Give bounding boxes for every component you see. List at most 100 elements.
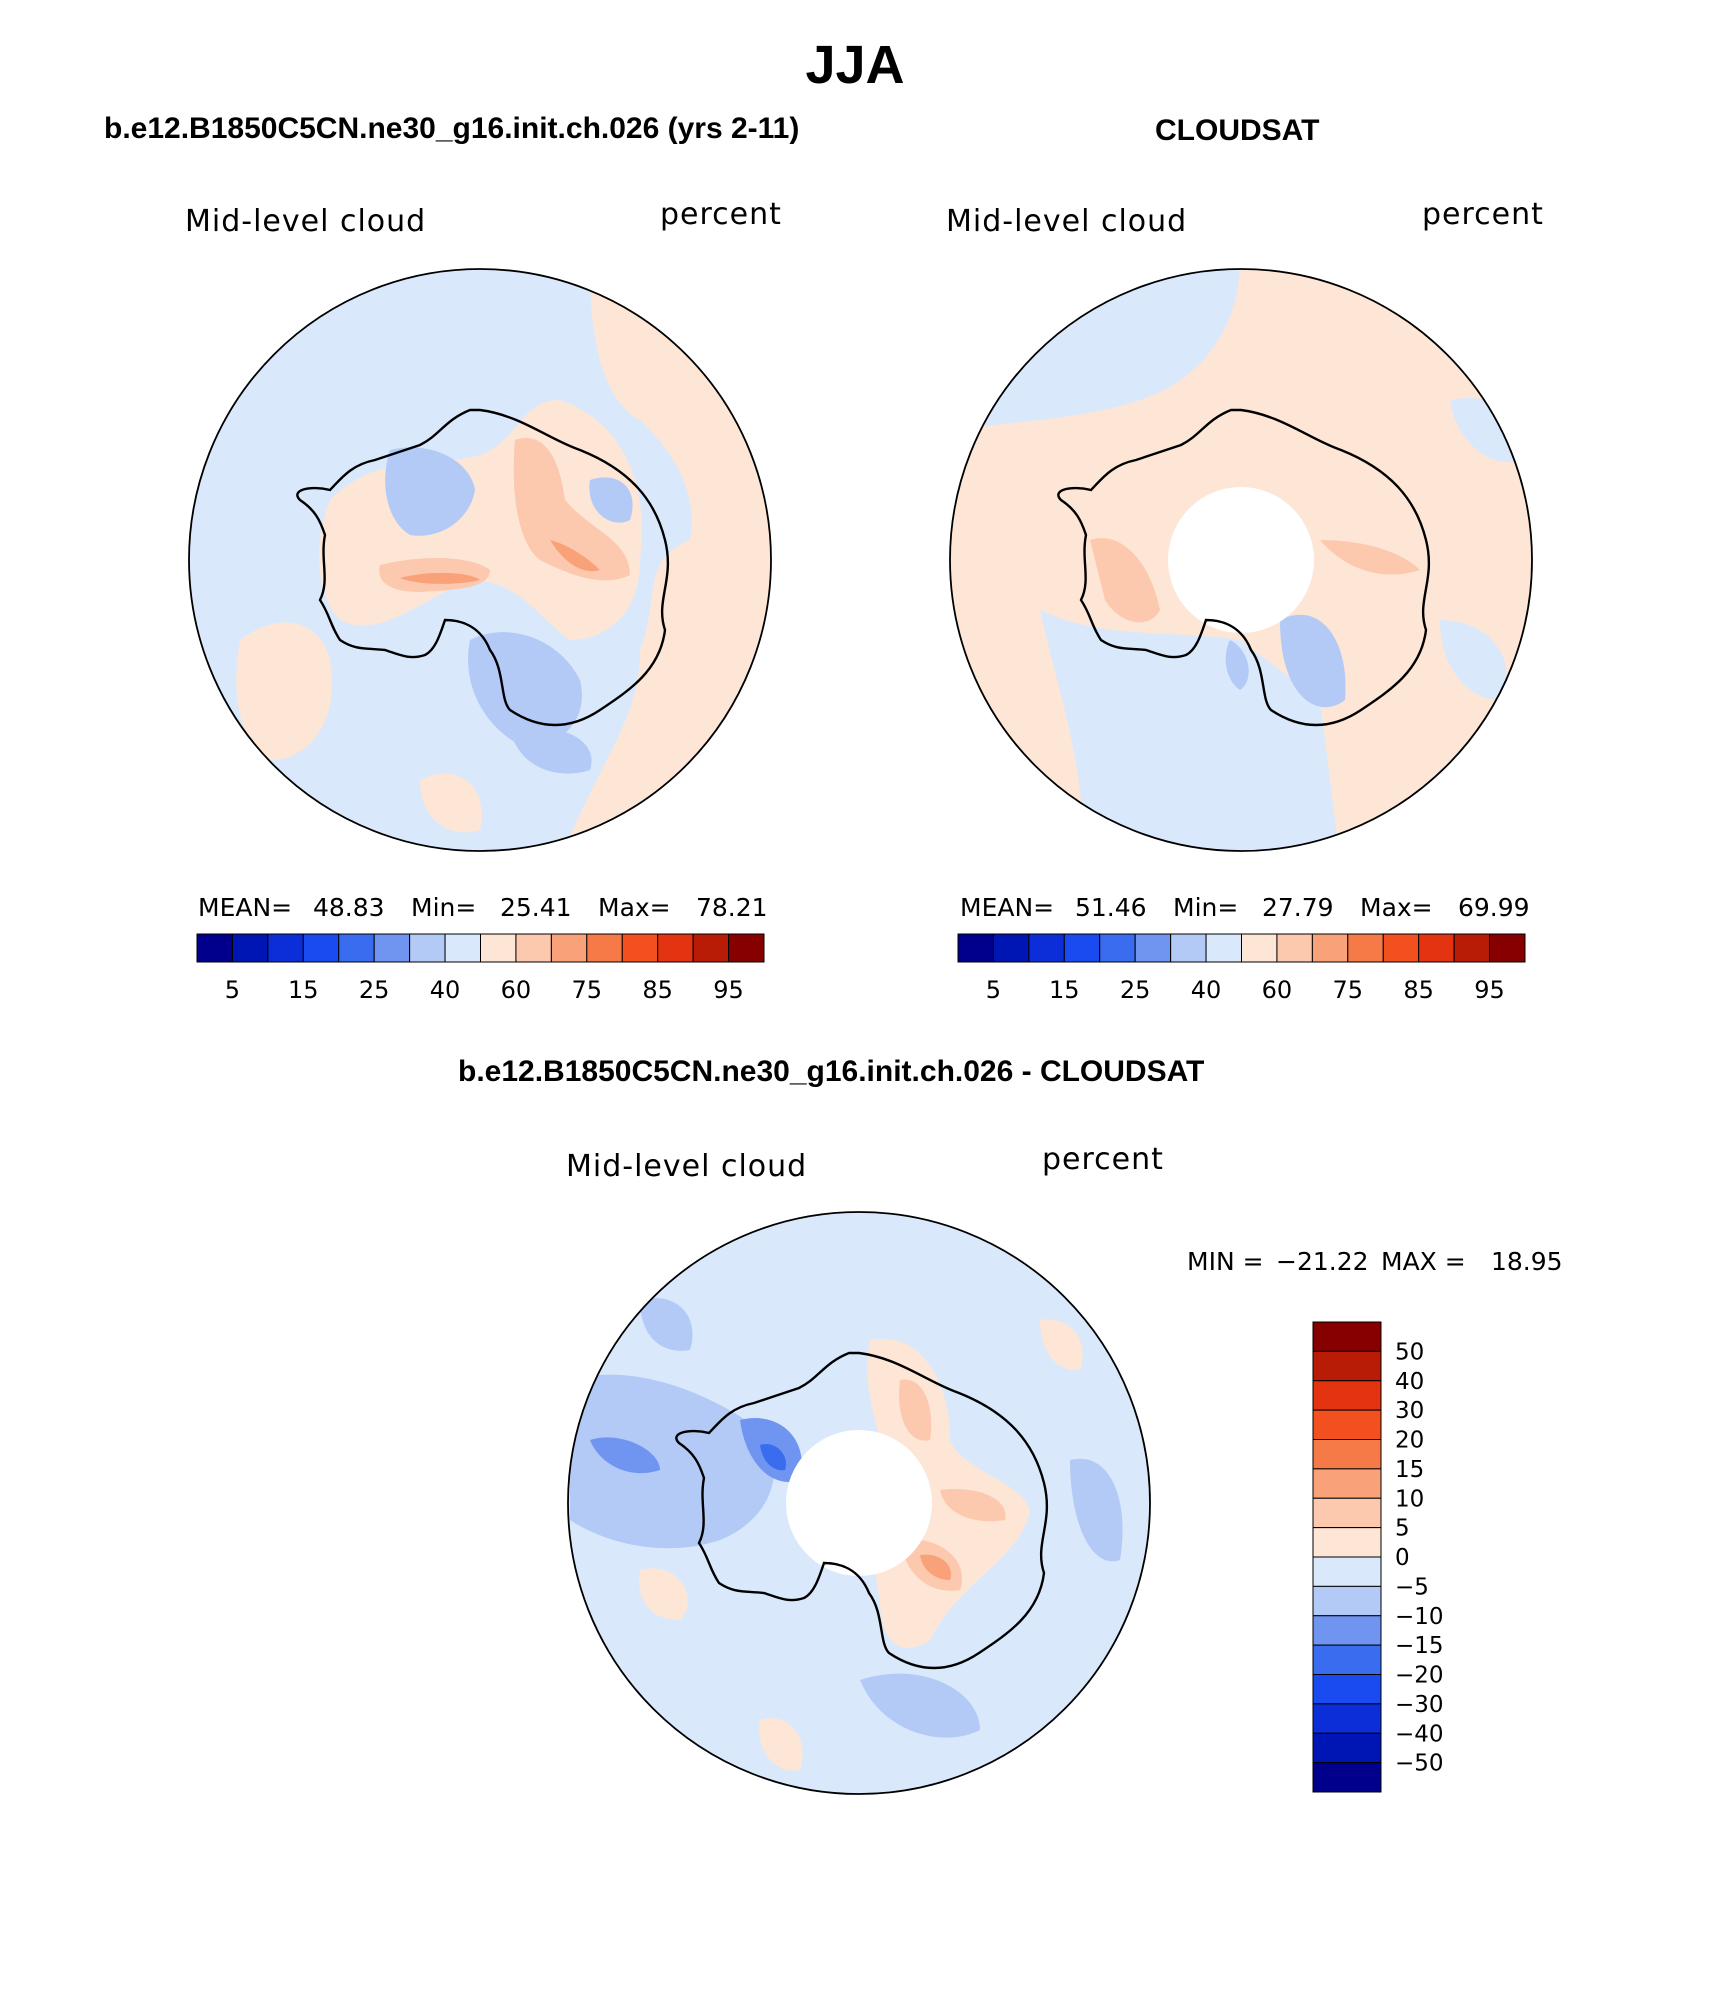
obs-colorbar-swatch: [1063, 933, 1101, 963]
obs-colorbar-swatch: [992, 933, 1030, 963]
diff-colorbar-swatch: [1312, 1644, 1382, 1675]
diff-colorbar-swatch: [1312, 1615, 1382, 1646]
figure-title: JJA: [805, 35, 905, 95]
diff-colorbar-tick-label: 15: [1395, 1457, 1424, 1483]
obs-colorbar-swatch: [1205, 933, 1242, 963]
obs-units-label: percent: [1422, 197, 1544, 232]
model-max-label: Max=: [598, 893, 671, 922]
diff-colorbar-tick-label: −10: [1395, 1604, 1444, 1630]
model-colorbar-swatch: [480, 933, 517, 963]
model-colorbar-swatch: [267, 933, 304, 963]
diff-units-label: percent: [1042, 1142, 1164, 1177]
diff-max-label: MAX =: [1381, 1247, 1466, 1276]
model-colorbar-swatch: [586, 933, 623, 963]
model-colorbar-swatch: [196, 933, 233, 963]
model-colorbar-tick-label: 25: [359, 976, 390, 1004]
diff-colorbar-swatch: [1312, 1380, 1382, 1411]
obs-colorbar-tick-label: 95: [1474, 976, 1505, 1004]
model-min-value: 25.41: [500, 893, 572, 922]
model-colorbar-tick-label: 5: [225, 976, 240, 1004]
diff-colorbar-swatch: [1312, 1409, 1382, 1440]
model-min-label: Min=: [411, 893, 477, 922]
model-colorbar-swatch: [657, 933, 694, 963]
model-colorbar: 5 15 25 40 60 75 85 95: [196, 933, 765, 1004]
model-colorbar-swatch: [444, 933, 481, 963]
diff-colorbar-swatch: [1312, 1527, 1382, 1558]
obs-colorbar-swatch: [1276, 933, 1313, 963]
model-colorbar-tick-label: 75: [572, 976, 603, 1004]
diff-warm-regions: [639, 1319, 1083, 1771]
obs-variable-label: Mid-level cloud: [946, 204, 1188, 239]
model-colorbar-tick-label: 60: [501, 976, 532, 1004]
obs-colorbar: 5 15 25 40 60 75 85 95: [957, 933, 1526, 1004]
diff-max-value: 18.95: [1491, 1247, 1563, 1276]
obs-warm-regions: [1090, 538, 1420, 623]
obs-min-value: 27.79: [1262, 893, 1334, 922]
obs-colorbar-tick-label: 40: [1191, 976, 1222, 1004]
diff-colorbar-tick-label: 5: [1395, 1516, 1410, 1542]
model-colorbar-swatch: [692, 933, 730, 963]
obs-colorbar-tick-label: 75: [1333, 976, 1364, 1004]
obs-max-label: Max=: [1360, 893, 1433, 922]
obs-colorbar-tick-label: 25: [1120, 976, 1151, 1004]
obs-colorbar-swatch: [1099, 933, 1136, 963]
model-peak-regions: [379, 438, 630, 592]
diff-no-data-hole: [786, 1430, 932, 1576]
obs-colorbar-swatch: [1453, 933, 1491, 963]
diff-colorbar-tick-label: 0: [1395, 1545, 1410, 1571]
model-mean-value: 48.83: [313, 893, 385, 922]
diff-colorbar-swatch: [1312, 1556, 1382, 1587]
obs-colorbar-tick-label: 15: [1049, 976, 1080, 1004]
diff-colorbar-swatch: [1312, 1497, 1382, 1529]
model-panel-heading: b.e12.B1850C5CN.ne30_g16.init.ch.026 (yr…: [104, 112, 800, 145]
model-colorbar-swatch: [728, 933, 765, 963]
diff-colorbar-tick-label: −30: [1395, 1692, 1444, 1718]
model-colorbar-swatch: [550, 933, 588, 963]
obs-mean-value: 51.46: [1075, 893, 1147, 922]
diff-colorbar-tick-label: 20: [1395, 1428, 1424, 1454]
diff-colorbar-tick-label: −50: [1395, 1751, 1444, 1777]
model-colorbar-swatch: [338, 933, 375, 963]
model-max-value: 78.21: [696, 893, 768, 922]
diff-colorbar-tick-label: 50: [1395, 1339, 1424, 1365]
diff-colorbar-swatch: [1312, 1350, 1382, 1382]
diff-min-value: −21.22: [1276, 1247, 1369, 1276]
obs-colorbar-swatch: [1382, 933, 1420, 963]
obs-min-label: Min=: [1173, 893, 1239, 922]
obs-colorbar-swatch: [1418, 933, 1455, 963]
model-colorbar-swatch: [621, 933, 659, 963]
diff-colorbar-swatch: [1312, 1585, 1382, 1617]
model-colorbar-tick-label: 85: [642, 976, 673, 1004]
diff-colorbar-swatch: [1312, 1468, 1382, 1499]
model-colorbar-swatch: [302, 933, 340, 963]
obs-map: [949, 268, 1533, 852]
obs-colorbar-tick-label: 60: [1262, 976, 1293, 1004]
model-colorbar-swatch: [515, 933, 552, 963]
diff-colorbar-swatch: [1312, 1732, 1382, 1764]
obs-colorbar-swatch: [1347, 933, 1384, 963]
model-variable-label: Mid-level cloud: [185, 204, 427, 239]
obs-max-value: 69.99: [1458, 893, 1530, 922]
diff-colorbar-tick-label: 40: [1395, 1369, 1424, 1395]
obs-colorbar-tick-label: 85: [1403, 976, 1434, 1004]
diff-colorbar-swatch: [1312, 1762, 1382, 1793]
diff-colorbar-tick-label: 10: [1395, 1486, 1424, 1512]
model-colorbar-tick-label: 15: [288, 976, 319, 1004]
model-map: [188, 268, 772, 852]
obs-colorbar-swatch: [1241, 933, 1278, 963]
diff-panel-heading: b.e12.B1850C5CN.ne30_g16.init.ch.026 - C…: [458, 1055, 1205, 1088]
diff-colorbar-tick-label: 30: [1395, 1398, 1424, 1424]
diff-colorbar-tick-label: −15: [1395, 1633, 1444, 1659]
obs-panel-heading: CLOUDSAT: [1155, 114, 1320, 147]
model-mean-label: MEAN=: [198, 893, 293, 922]
model-colorbar-swatch: [409, 933, 446, 963]
model-colorbar-swatch: [231, 933, 269, 963]
obs-colorbar-swatch: [1028, 933, 1065, 963]
obs-mean-label: MEAN=: [960, 893, 1055, 922]
obs-colorbar-swatch: [1489, 933, 1526, 963]
obs-colorbar-swatch: [1170, 933, 1207, 963]
diff-colorbar-tick-label: −5: [1395, 1574, 1429, 1600]
